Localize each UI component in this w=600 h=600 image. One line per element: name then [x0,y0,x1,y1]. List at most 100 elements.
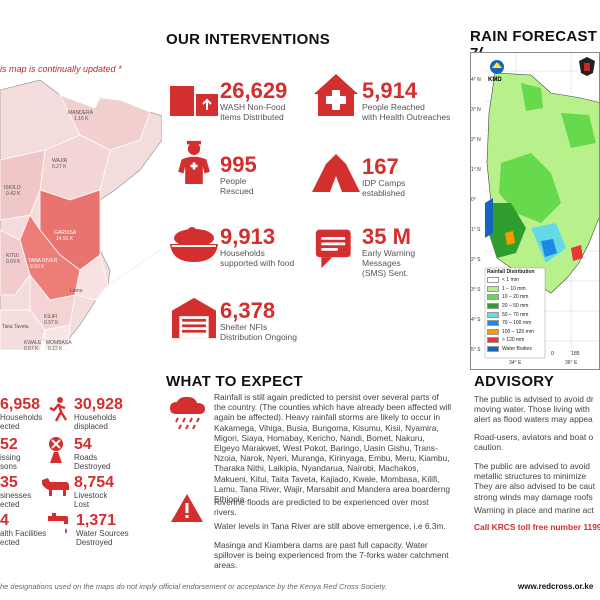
stat-label: Shelter NFIs [220,322,268,332]
value-mandera: 1.16 K [74,116,89,122]
label-kilifi: KILIFI [44,314,58,320]
stat-label: ected [0,500,20,509]
stat-livestock-lost: 8,754 Livestock Lost [40,474,114,509]
message-icon [315,229,351,269]
legend-item: 10 – 20 mm [487,293,545,302]
legend-item: Water Bodies [487,345,545,354]
legend-item: 70 – 100 mm [487,319,545,328]
legend-label: 1 – 10 mm [502,285,526,292]
expect-paragraph-4: Masinga and Kiambera dams are past full … [214,540,449,571]
label-wajir: WAJIR [52,158,68,164]
lat-label: 3° N [471,107,481,113]
legend-swatch [487,277,499,284]
map-update-note: is map is continually updated * [0,64,122,74]
stat-label: with Health Outreaches [362,112,451,122]
stat-value: 167 [362,154,399,179]
label-kwale: KWALE [24,340,42,346]
water-tap-icon [48,513,68,534]
health-house-icon [314,74,358,116]
legend-title: Rainfall Distribution [487,269,535,275]
stat-households-displaced: 30,928 Households displaced [46,396,123,431]
stat-value: 8,754 [74,474,115,491]
stat-idp-camps: 167 IDP Camps established [310,150,405,198]
legend-label: 10 – 20 mm [502,294,529,301]
stat-label: WASH Non-Food [220,102,286,112]
label-mombasa: MOMBASA [46,340,72,346]
legend-swatch [487,303,499,310]
stat-label: sons [0,462,17,471]
legend-label: > 120 mm [502,337,525,344]
stat-health-facilities: 4 alth Facilities ected [0,512,46,547]
legend-item: 100 – 120 mm [487,328,545,337]
legend-item: 1 – 10 mm [487,285,545,294]
legend-label: < 1 mm [502,277,519,284]
warehouse-icon [172,297,216,339]
value-garissa: 14.91 K [56,236,74,242]
stat-label: (SMS) Sent. [362,268,409,278]
scale-end: 185 [571,351,580,357]
stat-sms-warnings: 35 M Early Warning Messages (SMS) Sent. [310,226,415,278]
stat-households-affected: 6,958 Households ected [0,396,42,431]
lon-label: 36° E [565,360,578,366]
scale-bar: 0 185 [551,351,580,357]
warning-icon [171,494,203,522]
legend-swatch [487,337,499,344]
stat-businesses-affected: 35 sinesses ected [0,474,31,509]
left-map: MANDERA 1.16 K WAJIR 0.27 K ISIOLO 0.42 … [0,40,163,360]
stat-roads-destroyed: 54 Roads Destroyed [44,436,110,471]
stat-label: Water Sources [76,529,129,538]
latitude-labels: 4° N 3° N 2° N 1° N 0° 1° S 2° S 3° S 4°… [471,65,481,365]
advisory-title: ADVISORY [474,373,555,390]
stat-label: People Reached [362,102,425,112]
stat-label: ected [0,538,20,547]
legend-label: 50 – 70 mm [502,311,529,318]
stat-label: sinesses [0,491,32,500]
stat-shelter-nfi: 6,378 Shelter NFIs Distribution Ongoing [168,296,297,342]
livestock-icon [42,478,69,496]
lat-label: 5° S [471,347,481,353]
hotline-text: Call KRCS toll free number 1199 [474,522,600,532]
stat-value: 35 [0,474,18,491]
stat-label: established [362,188,406,198]
stat-missing-persons: 52 issing sons [0,436,20,471]
label-taita: Taita Taveta [2,324,29,330]
stat-label: alth Facilities [0,529,47,538]
stat-label: Households [0,413,43,422]
lat-label: 3° S [471,287,481,293]
stat-value: 52 [0,436,18,453]
footer-website-link[interactable]: www.redcross.or.ke [518,582,594,591]
box-icon [170,86,218,116]
stat-label: Destroyed [74,462,111,471]
label-tana-river: TANA RIVER [28,258,58,264]
stat-label: Livestock [74,491,108,500]
lat-label: 1° N [471,167,481,173]
advisory-paragraph-1: The public is advised to avoid dr moving… [474,394,594,425]
stat-label: Rescued [220,186,254,196]
label-isiolo: ISIOLO [4,185,21,191]
expect-title: WHAT TO EXPECT [166,373,303,390]
food-bowl-icon [170,227,218,262]
lat-label: 4° S [471,317,481,323]
advisory-paragraph-2: Road-users, aviators and boat o caution. [474,432,594,453]
legend-swatch [487,285,499,292]
value-isiolo: 0.42 K [6,191,21,197]
stat-health-outreach: 5,914 People Reached with Health Outreac… [310,72,450,122]
legend-swatch [487,320,499,327]
expect-paragraph-3: Water levels in Tana River are still abo… [214,521,446,531]
stat-label: Roads [74,453,98,462]
value-kwale: 0.57 K [24,346,39,352]
advisory-paragraph-3: The public are advised to avoid metallic… [474,461,596,502]
rain-forecast-map: KMD 4° N 3° N 2° N 1° N 0° 1° S 2° S 3° … [470,52,600,370]
stat-label: People [220,176,247,186]
value-kitui: 0.69 K [6,259,21,265]
expect-paragraph-2: Riverine floods are predicted to be expe… [214,497,429,518]
road-closed-icon [49,437,63,463]
stat-value: 995 [220,152,257,177]
legend-swatch [487,346,499,353]
value-wajir: 0.27 K [52,164,67,170]
legend-swatch [487,294,499,301]
stat-label: supported with food [220,258,295,268]
stat-label: IDP Camps [362,178,406,188]
stat-wash-nfi: 26,629 WASH Non-Food Items Distributed [168,80,287,124]
tent-icon [312,154,360,192]
